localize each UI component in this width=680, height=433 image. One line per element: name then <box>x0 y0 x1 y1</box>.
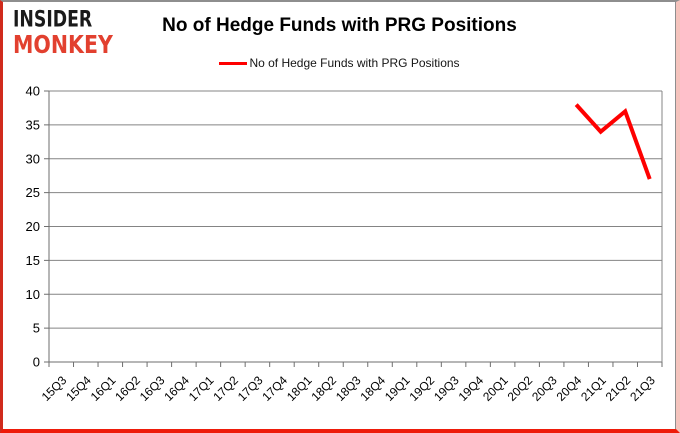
x-tick-label: 19Q1 <box>382 373 413 404</box>
chart-frame-line <box>675 2 676 429</box>
axes <box>48 91 663 367</box>
y-tick-label: 0 <box>33 355 40 370</box>
x-tick-label: 21Q3 <box>627 373 658 404</box>
y-tick-label: 20 <box>26 219 40 234</box>
x-tick-label: 21Q2 <box>603 373 634 404</box>
insider-monkey-logo: INSIDER MONKEY <box>13 8 144 60</box>
x-tick-label: 16Q3 <box>137 373 168 404</box>
y-tick-label: 40 <box>26 84 40 99</box>
x-tick-label: 21Q1 <box>578 373 609 404</box>
x-tick-label: 18Q2 <box>308 373 339 404</box>
x-tick-label: 20Q4 <box>554 373 585 404</box>
x-tick-label: 20Q2 <box>505 373 536 404</box>
x-tick-label: 19Q2 <box>407 373 438 404</box>
x-tick-label: 17Q4 <box>259 373 290 404</box>
x-tick-label: 15Q3 <box>39 373 70 404</box>
y-tick-label: 30 <box>26 151 40 166</box>
x-tick-label: 15Q4 <box>63 373 94 404</box>
y-axis-labels: 0 5 10 15 20 25 30 35 40 <box>26 84 40 370</box>
x-tick-label: 17Q3 <box>235 373 266 404</box>
x-tick-label: 16Q4 <box>161 373 192 404</box>
x-tick-label: 18Q3 <box>333 373 364 404</box>
y-tick-label: 35 <box>26 117 40 132</box>
x-tick-label: 18Q4 <box>357 373 388 404</box>
series-line <box>574 103 652 180</box>
x-tick-label: 18Q1 <box>284 373 315 404</box>
gridlines <box>44 90 662 363</box>
x-tick-label: 16Q2 <box>112 373 143 404</box>
x-tick-label: 20Q1 <box>480 373 511 404</box>
x-tick-label: 19Q4 <box>456 373 487 404</box>
chart-legend: No of Hedge Funds with PRG Positions <box>3 56 676 70</box>
x-tick-label: 17Q2 <box>210 373 241 404</box>
legend-label: No of Hedge Funds with PRG Positions <box>249 56 460 70</box>
logo-text-monkey: MONKEY <box>13 31 113 60</box>
y-tick-label: 5 <box>33 321 40 336</box>
x-tick-label: 19Q3 <box>431 373 462 404</box>
line-chart-plot: 0 5 10 15 20 25 30 35 40 15Q315Q416Q116Q216Q316Q4… <box>26 84 663 404</box>
x-tick-label: 20Q3 <box>529 373 560 404</box>
chart-title: No of Hedge Funds with PRG Positions <box>162 15 517 36</box>
x-tick-label: 16Q1 <box>88 373 119 404</box>
x-axis-labels: 15Q315Q416Q116Q216Q316Q417Q117Q217Q317Q4… <box>39 373 658 404</box>
legend-line-swatch <box>219 61 248 65</box>
logo-text-insider: INSIDER <box>13 6 93 32</box>
y-tick-label: 10 <box>26 287 40 302</box>
y-tick-label: 15 <box>26 253 40 268</box>
x-tick-label: 17Q1 <box>186 373 217 404</box>
y-tick-label: 25 <box>26 185 40 200</box>
